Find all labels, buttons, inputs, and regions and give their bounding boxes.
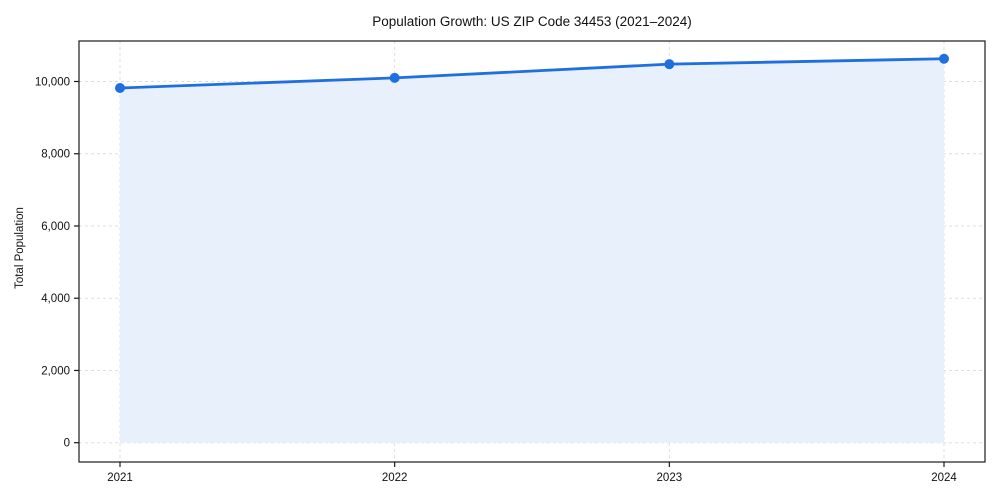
area-fill — [120, 58, 944, 443]
x-tick-label: 2022 — [382, 472, 408, 484]
x-tick-label: 2023 — [657, 472, 683, 484]
y-tick-label: 0 — [64, 438, 70, 450]
y-tick-label: 8,000 — [41, 149, 70, 161]
y-tick-label: 2,000 — [41, 365, 70, 377]
chart-title: Population Growth: US ZIP Code 34453 (20… — [372, 14, 692, 29]
data-point-2022 — [389, 72, 400, 83]
x-tick-label: 2021 — [107, 472, 133, 484]
plot-border — [78, 40, 986, 463]
data-point-2023 — [664, 59, 675, 70]
y-tick-label: 4,000 — [41, 293, 70, 305]
trend-line — [118, 57, 946, 90]
x-tick-label: 2024 — [931, 472, 957, 484]
y-tick-label: 10,000 — [35, 77, 70, 89]
y-tick-label: 6,000 — [41, 221, 70, 233]
data-point-2024 — [939, 53, 949, 64]
data-point-2021 — [115, 83, 125, 94]
